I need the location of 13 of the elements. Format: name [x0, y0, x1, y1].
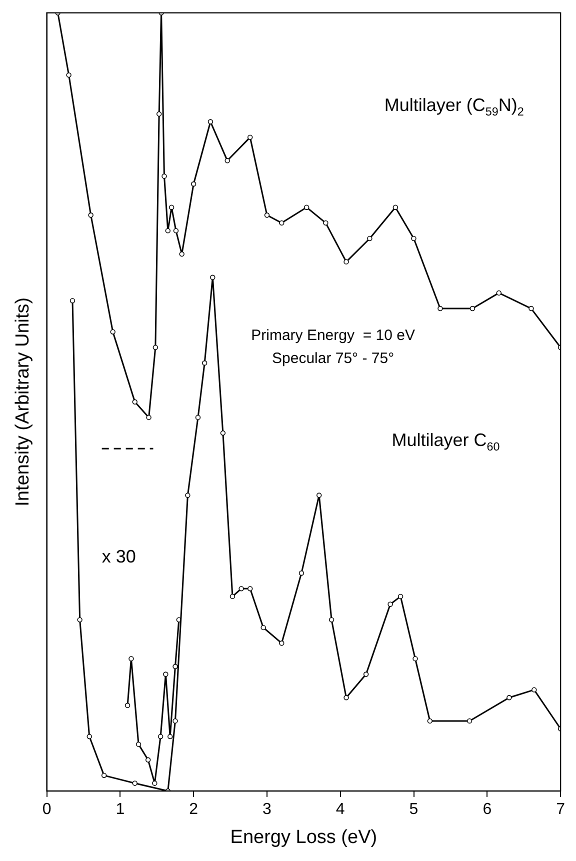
x-tick-label: 7: [556, 801, 566, 818]
x-tick-label: 5: [409, 801, 418, 818]
x-tick-label: 0: [42, 801, 52, 818]
annotation: Specular 75° - 75°: [272, 350, 394, 368]
x-tick-label: 2: [189, 801, 198, 818]
x-tick-label: 1: [116, 801, 125, 818]
y-axis-title: Intensity (Arbitrary Units): [12, 297, 34, 506]
annotation: x 30: [102, 546, 136, 567]
x-tick-label: 4: [336, 801, 345, 818]
x-tick-label: 6: [482, 801, 492, 818]
x-axis-title: Energy Loss (eV): [230, 826, 378, 848]
x-tick-label: 3: [262, 801, 272, 818]
annotation: Primary Energy = 10 eV: [251, 326, 415, 344]
